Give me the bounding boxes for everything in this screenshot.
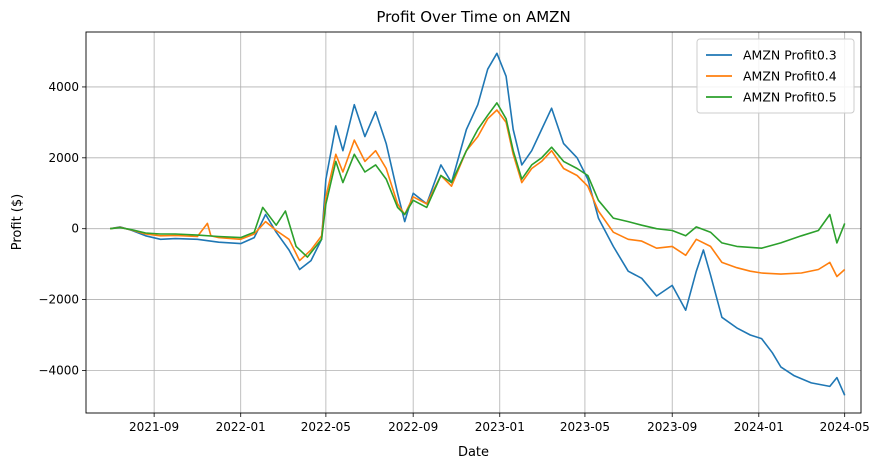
legend-label: AMZN Profit0.3: [743, 48, 837, 63]
x-tick-label: 2023-05: [560, 420, 610, 434]
x-axis-label: Date: [458, 445, 489, 460]
y-tick-label: 0: [71, 222, 79, 236]
x-axis-ticks: 2021-09 2022-01 2022-05 2022-09 2023-01 2023-…: [129, 413, 870, 434]
legend-label: AMZN Profit0.5: [743, 90, 837, 105]
x-tick-label: 2023-09: [647, 420, 697, 434]
x-tick-label: 2023-01: [475, 420, 525, 434]
legend-box: [696, 38, 855, 114]
x-tick-label: 2022-05: [301, 420, 351, 434]
y-tick-label: −2000: [38, 293, 79, 307]
chart-title: Profit Over Time on AMZN: [376, 8, 570, 26]
y-tick-label: −4000: [38, 363, 79, 377]
x-tick-label: 2021-09: [129, 420, 179, 434]
series-line-1: [109, 52, 846, 396]
x-tick-label: 2022-09: [388, 420, 438, 434]
series-lines: [109, 52, 846, 396]
y-axis-label: Profit ($): [10, 194, 25, 250]
y-tick-label: 2000: [48, 151, 79, 165]
series-line-3: [110, 102, 846, 258]
y-tick-label: 4000: [48, 80, 79, 94]
y-axis-ticks: −4000 −2000 0 2000 4000: [38, 80, 86, 377]
x-tick-label: 2022-01: [216, 420, 266, 434]
legend-label: AMZN Profit0.4: [743, 69, 837, 84]
plot-frame: [85, 31, 862, 414]
legend: AMZN Profit0.3 AMZN Profit0.4 AMZN Profit0…: [696, 38, 855, 114]
x-tick-label: 2024-05: [820, 420, 870, 434]
x-tick-label: 2024-01: [734, 420, 784, 434]
